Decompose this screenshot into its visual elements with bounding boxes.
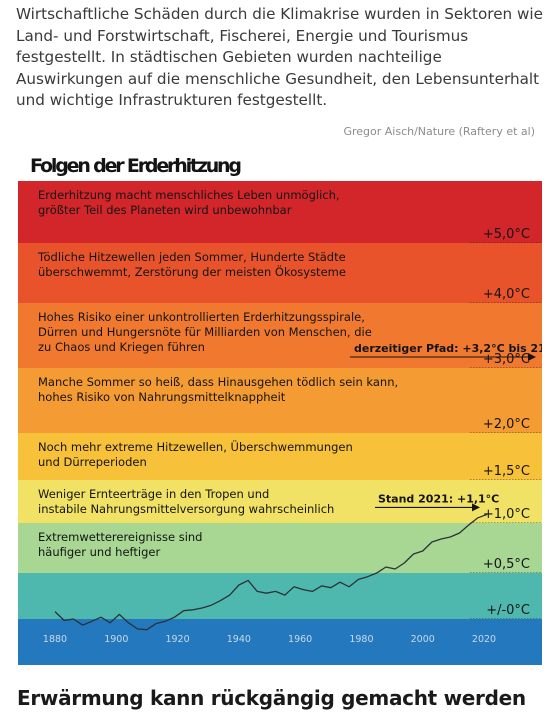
bands-layer: Erderhitzung macht menschliches Leben un… — [18, 181, 542, 665]
band-rect — [18, 480, 542, 523]
band-rect — [18, 619, 542, 665]
x-tick-label: 1920 — [165, 634, 189, 645]
band-rect — [18, 181, 542, 243]
band-description-line: instabile Nahrungsmittelversorgung wahrs… — [38, 502, 334, 516]
current-path-label: derzeitiger Pfad: +3,2°C bis 2100 — [354, 342, 542, 355]
source-credit: Gregor Aisch/Nature (Raftery et al) — [343, 125, 535, 138]
band-rect — [18, 433, 542, 480]
x-tick-label: 1980 — [349, 634, 373, 645]
band-description-line: häufiger und heftiger — [38, 545, 160, 559]
band-description-line: Erderhitzung macht menschliches Leben un… — [38, 188, 340, 202]
x-tick-label: 2000 — [411, 634, 435, 645]
stand-2021-annotation: Stand 2021: +1,1°C — [375, 492, 499, 512]
band-rect — [18, 243, 542, 303]
band-8 — [18, 619, 542, 665]
band-threshold-label: +3,0°C — [483, 352, 530, 367]
warming-chart: Erderhitzung macht menschliches Leben un… — [18, 143, 542, 665]
band-description-line: Tödliche Hitzewellen jeden Sommer, Hunde… — [37, 250, 346, 264]
annotation-layer: derzeitiger Pfad: +3,2°C bis 2100 Stand 2… — [350, 342, 542, 512]
x-tick-label: 1880 — [43, 634, 67, 645]
x-tick-label: 1900 — [104, 634, 128, 645]
current-path-arrowhead — [528, 353, 536, 361]
band-7: +/-0°C — [18, 573, 542, 620]
band-2: Hohes Risiko einer unkontrollierten Erde… — [18, 303, 542, 369]
chart-title-box — [23, 148, 249, 181]
band-5: Weniger Ernteerträge in den Tropen undin… — [18, 480, 542, 524]
band-description-line: Extremwetterereignisse sind — [38, 530, 202, 544]
band-threshold-label: +5,0°C — [483, 227, 530, 242]
current-path-annotation: derzeitiger Pfad: +3,2°C bis 2100 — [350, 342, 542, 361]
x-tick-label: 1940 — [227, 634, 251, 645]
band-3: Manche Sommer so heiß, dass Hinausgehen … — [18, 368, 542, 434]
band-0: Erderhitzung macht menschliches Leben un… — [18, 181, 542, 244]
line-layer: 1880 1900 1920 1940 1960 1980 2000 2020 — [43, 513, 496, 645]
band-rect — [18, 368, 542, 433]
band-threshold-label: +1,0°C — [483, 507, 530, 522]
band-threshold-label: +2,0°C — [483, 417, 530, 432]
band-rect — [18, 573, 542, 619]
stand-2021-arrowhead — [472, 503, 480, 512]
band-description-line: Hohes Risiko einer unkontrollierten Erde… — [38, 310, 365, 324]
band-description-line: Weniger Ernteerträge in den Tropen und — [38, 487, 269, 501]
band-threshold-label: +4,0°C — [483, 287, 530, 302]
band-description-line: Noch mehr extreme Hitzewellen, Überschwe… — [38, 438, 353, 454]
band-description-line: Dürren und Hungersnöte für Milliarden vo… — [38, 325, 372, 339]
band-description-line: überschwemmt, Zerstörung der meisten Öko… — [38, 263, 346, 279]
section-heading: Erwärmung kann rückgängig gemacht werden — [17, 686, 526, 710]
band-description-line: zu Chaos und Kriegen führen — [38, 340, 205, 354]
temperature-line — [54, 513, 488, 631]
band-threshold-label: +1,5°C — [483, 464, 530, 479]
band-description-line: hohes Risiko von Nahrungsmittelknappheit — [38, 390, 286, 404]
band-rect — [18, 523, 542, 573]
stand-2021-label: Stand 2021: +1,1°C — [378, 492, 499, 505]
title-layer: Folgen der Erderhitzung — [23, 148, 249, 181]
band-threshold-label: +0,5°C — [483, 557, 530, 572]
band-description-line: und Dürreperioden — [38, 455, 147, 469]
chart-title: Folgen der Erderhitzung — [30, 155, 242, 177]
intro-paragraph: Wirtschaftliche Schäden durch die Klimak… — [16, 5, 543, 110]
band-description-line: größter Teil des Planeten wird unbewohnb… — [38, 203, 292, 217]
band-4: Noch mehr extreme Hitzewellen, Überschwe… — [18, 433, 542, 481]
x-tick-label: 2020 — [472, 634, 496, 645]
chart-svg: Erderhitzung macht menschliches Leben un… — [18, 148, 542, 665]
band-1: Tödliche Hitzewellen jeden Sommer, Hunde… — [18, 243, 542, 304]
x-tick-label: 1960 — [288, 634, 312, 645]
band-description-line: Manche Sommer so heiß, dass Hinausgehen … — [38, 375, 398, 389]
band-threshold-label: +/-0°C — [486, 603, 530, 618]
